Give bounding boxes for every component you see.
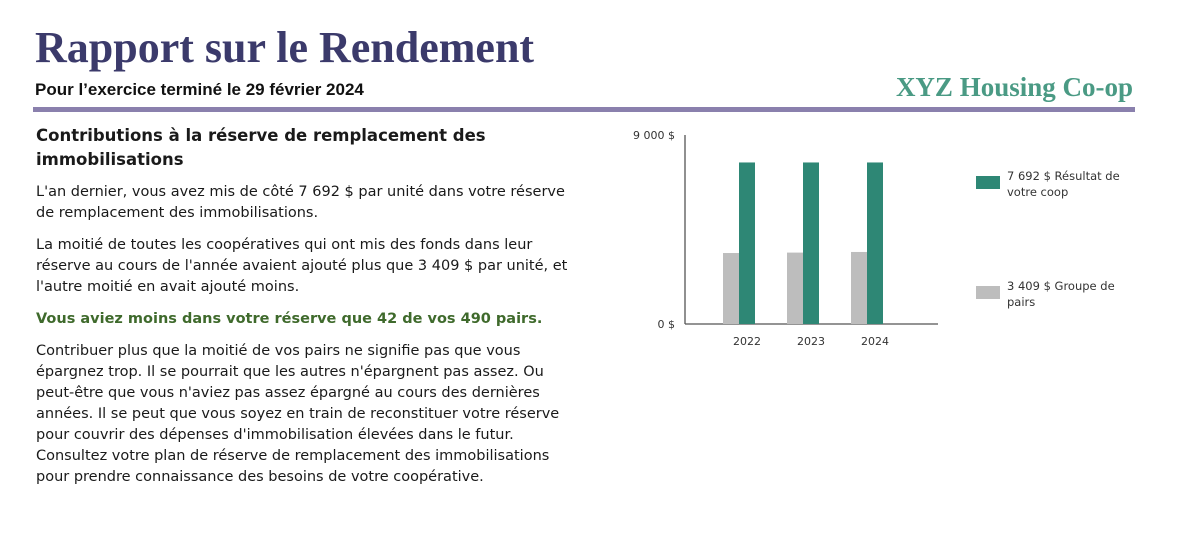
y-tick-label-max: 9 000 $ xyxy=(633,129,675,142)
coop-bar-2022 xyxy=(739,162,755,324)
legend-swatch-coop xyxy=(976,176,1000,189)
header-divider xyxy=(33,107,1135,112)
paragraph-4: Contribuer plus que la moitié de vos pai… xyxy=(36,343,560,485)
peer-bar-2022 xyxy=(723,253,739,324)
legend-label-coop: 7 692 $ Résultat de votre coop xyxy=(1007,169,1120,199)
report-title: Rapport sur le Rendement xyxy=(35,23,535,72)
coop-name: XYZ Housing Co-op xyxy=(895,72,1133,102)
peer-bar-2023 xyxy=(787,252,803,324)
fiscal-year-subtitle: Pour l’exercice terminé le 29 février 20… xyxy=(35,80,364,99)
y-tick-label-zero: 0 $ xyxy=(658,318,676,331)
x-tick-label-2022: 2022 xyxy=(733,335,761,348)
highlight-paragraph: Vous aviez moins dans votre réserve que … xyxy=(36,311,543,327)
section-heading: Contributions à la réserve de remplaceme… xyxy=(36,126,486,169)
paragraph-1: L'an dernier, vous avez mis de côté 7 69… xyxy=(36,184,565,221)
coop-bar-2023 xyxy=(803,162,819,324)
legend-label-peers: 3 409 $ Groupe de pairs xyxy=(1007,279,1115,309)
peer-bar-2024 xyxy=(851,251,867,324)
x-tick-label-2024: 2024 xyxy=(861,335,889,348)
coop-bar-2024 xyxy=(867,162,883,324)
paragraph-2: La moitié de toutes les coopératives qui… xyxy=(36,237,568,295)
legend-swatch-peers xyxy=(976,286,1000,299)
x-tick-label-2023: 2023 xyxy=(797,335,825,348)
section-content: Contributions à la réserve de remplaceme… xyxy=(36,124,586,499)
